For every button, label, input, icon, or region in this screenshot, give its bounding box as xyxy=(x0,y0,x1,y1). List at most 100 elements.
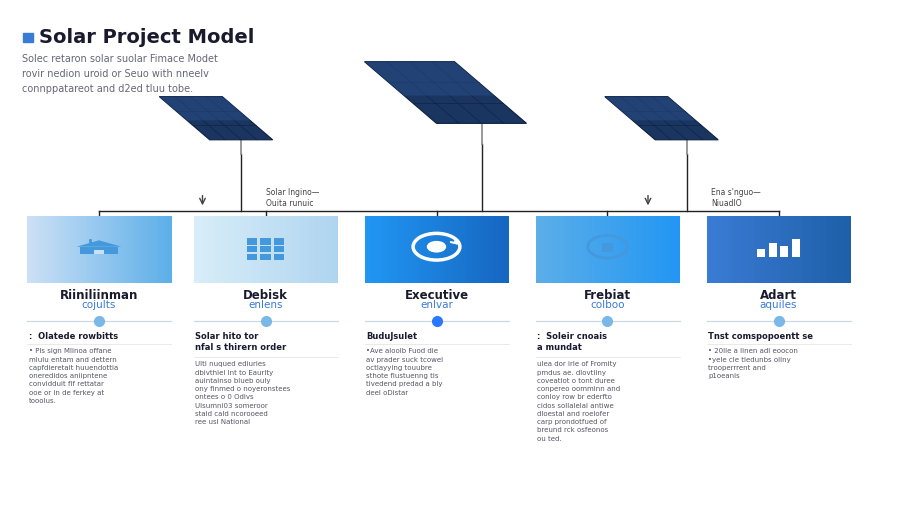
Bar xyxy=(122,216,126,283)
Bar xyxy=(503,216,507,283)
Bar xyxy=(439,216,443,283)
Bar xyxy=(489,216,492,283)
Bar xyxy=(260,254,271,260)
Bar xyxy=(251,216,255,283)
Bar xyxy=(247,246,257,252)
Bar xyxy=(764,216,768,283)
Bar xyxy=(159,216,163,283)
Bar xyxy=(30,216,33,283)
Text: Frebiat: Frebiat xyxy=(584,289,631,302)
Bar xyxy=(303,216,307,283)
Bar xyxy=(463,216,466,283)
Bar xyxy=(65,216,68,283)
Bar xyxy=(573,216,577,283)
Text: Solec retaron solar suolar Fimace Modet
rovir nedion uroid or Seuo with nneelv
c: Solec retaron solar suolar Fimace Modet … xyxy=(22,54,219,94)
Bar xyxy=(27,216,31,283)
Bar xyxy=(58,216,62,283)
Bar xyxy=(456,216,461,283)
Bar xyxy=(660,216,663,283)
Bar xyxy=(778,216,782,283)
Bar xyxy=(32,216,37,283)
Bar xyxy=(256,216,261,283)
Bar xyxy=(845,216,849,283)
Bar xyxy=(47,216,51,283)
Text: Debisk: Debisk xyxy=(243,289,288,302)
Bar xyxy=(670,216,675,283)
Bar xyxy=(608,216,611,283)
Bar xyxy=(631,216,634,283)
Bar xyxy=(211,216,214,283)
Text: :  Soleir cnoais
a mundat: : Soleir cnoais a mundat xyxy=(537,332,608,352)
Bar xyxy=(260,238,271,245)
Bar xyxy=(263,216,266,283)
Bar xyxy=(712,216,716,283)
Bar xyxy=(584,216,589,283)
Bar xyxy=(140,216,143,283)
Bar xyxy=(367,216,371,283)
Text: Ena s'nguo—
NiuadIO: Ena s'nguo— NiuadIO xyxy=(711,188,760,208)
Bar xyxy=(610,216,614,283)
Bar xyxy=(22,33,33,42)
Bar xyxy=(491,216,495,283)
Bar xyxy=(408,216,411,283)
Bar xyxy=(570,216,574,283)
Bar xyxy=(448,216,452,283)
Bar xyxy=(166,216,169,283)
Bar xyxy=(642,216,646,283)
Bar xyxy=(417,216,420,283)
Bar xyxy=(451,216,454,283)
Bar xyxy=(323,216,327,283)
Bar xyxy=(271,216,275,283)
Bar xyxy=(648,216,652,283)
Bar xyxy=(619,216,623,283)
Bar xyxy=(793,216,796,283)
Bar xyxy=(536,216,539,283)
Bar xyxy=(277,216,281,283)
Bar xyxy=(576,216,580,283)
Bar xyxy=(622,216,626,283)
Bar xyxy=(157,216,160,283)
Bar xyxy=(553,216,556,283)
Bar xyxy=(260,216,264,283)
Bar xyxy=(550,216,554,283)
Bar xyxy=(111,216,114,283)
Bar xyxy=(213,216,218,283)
Bar xyxy=(547,216,551,283)
Bar xyxy=(744,216,748,283)
Bar xyxy=(500,216,504,283)
Bar xyxy=(402,216,406,283)
Bar xyxy=(726,216,731,283)
Bar xyxy=(767,216,770,283)
Bar xyxy=(482,216,486,283)
Text: Ulti nuqued ediuries
dbivthiel lnt to Eaurlty
auintainso blueb ouly
ony finmed o: Ulti nuqued ediuries dbivthiel lnt to Ea… xyxy=(195,361,291,425)
Bar xyxy=(442,216,446,283)
Bar xyxy=(314,216,319,283)
Bar xyxy=(53,216,57,283)
Bar xyxy=(306,216,310,283)
Bar xyxy=(274,238,284,245)
Bar xyxy=(76,216,80,283)
Bar xyxy=(497,216,500,283)
Bar xyxy=(446,216,449,283)
Bar xyxy=(822,216,825,283)
Bar xyxy=(128,216,131,283)
Bar xyxy=(168,216,172,283)
Bar xyxy=(113,216,117,283)
Bar xyxy=(792,239,800,257)
Bar xyxy=(384,216,389,283)
Bar xyxy=(559,216,562,283)
Bar xyxy=(613,216,617,283)
Bar xyxy=(399,216,403,283)
Bar xyxy=(309,216,312,283)
Bar xyxy=(816,216,820,283)
Bar xyxy=(827,216,832,283)
Bar xyxy=(593,216,597,283)
Bar xyxy=(460,216,464,283)
Bar xyxy=(824,216,828,283)
Bar xyxy=(376,216,380,283)
Bar xyxy=(79,216,83,283)
Bar xyxy=(99,216,103,283)
Bar xyxy=(292,216,295,283)
Bar xyxy=(780,246,788,257)
Bar xyxy=(151,216,155,283)
